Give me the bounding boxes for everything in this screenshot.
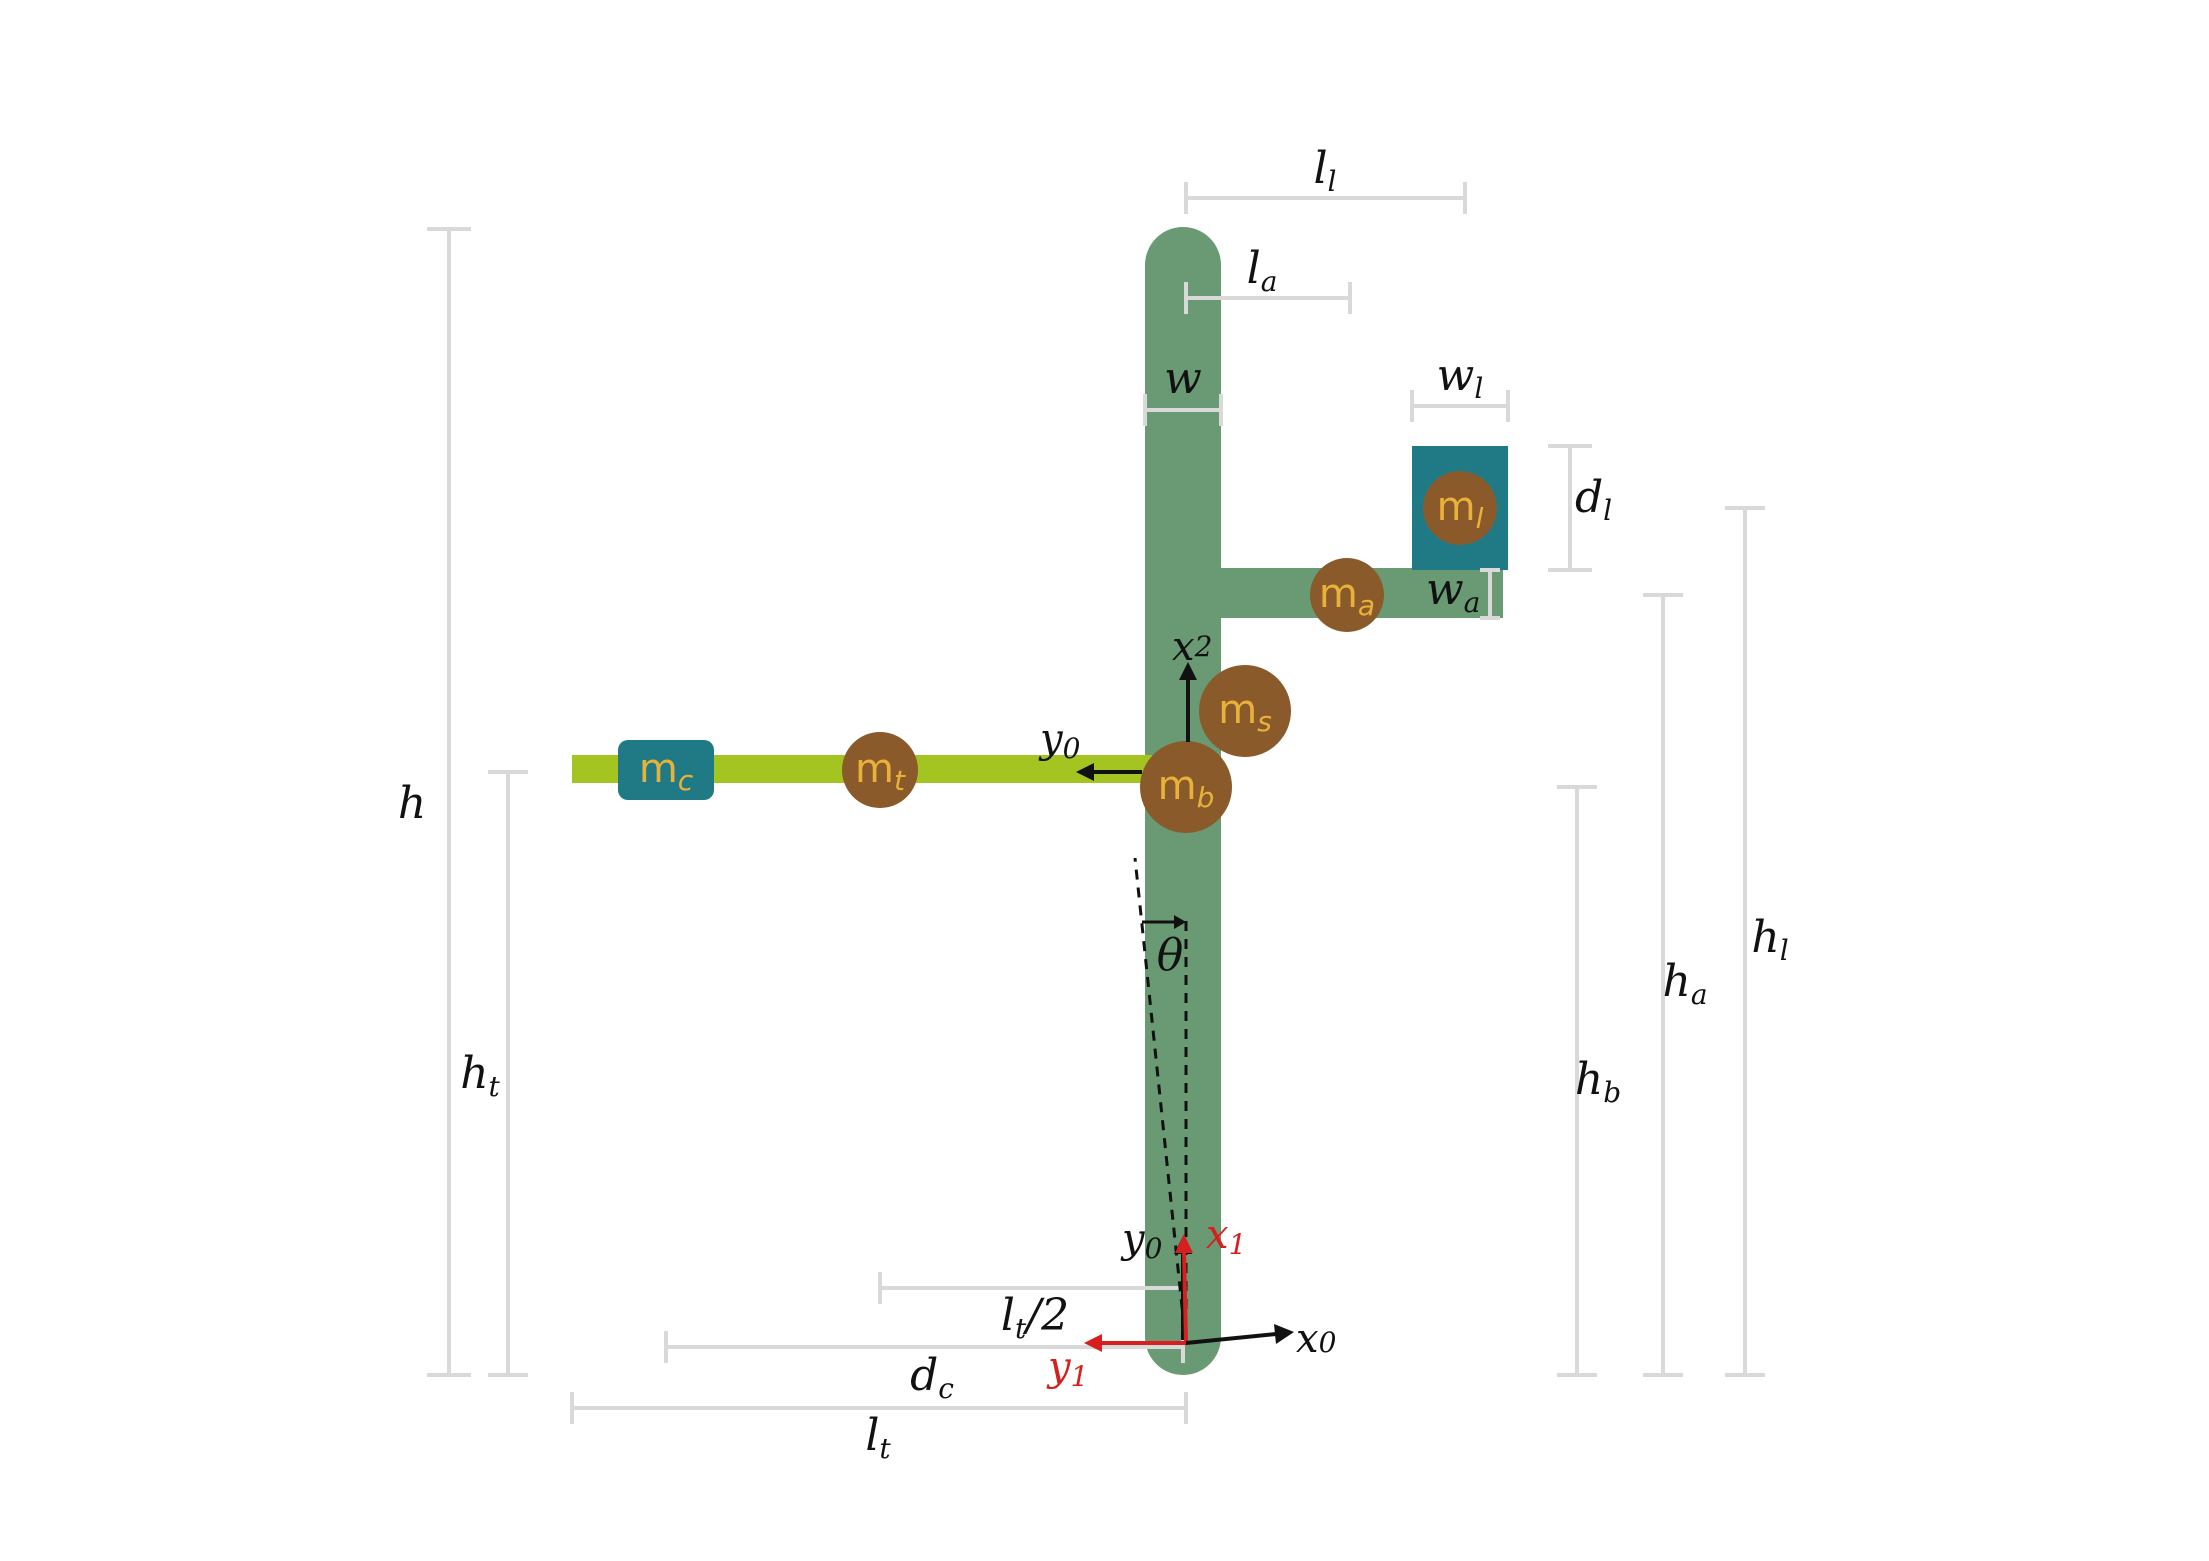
axis-x2: x2 bbox=[1172, 624, 1212, 742]
dim-d-l: dl bbox=[1548, 444, 1612, 572]
dim-l-a: la bbox=[1184, 243, 1352, 314]
svg-text:dl: dl bbox=[1575, 472, 1612, 527]
svg-text:hl: hl bbox=[1751, 912, 1788, 967]
axis-y0-top: y0 bbox=[1038, 716, 1142, 781]
mass-mc: mc bbox=[639, 746, 694, 797]
dim-h-t: ht bbox=[460, 770, 528, 1377]
svg-text:lt/2: lt/2 bbox=[1001, 1290, 1069, 1345]
dim-l-l: ll bbox=[1184, 143, 1467, 214]
svg-text:x0: x0 bbox=[1296, 1316, 1336, 1362]
svg-text:hb: hb bbox=[1575, 1054, 1621, 1109]
svg-text:mt: mt bbox=[855, 746, 906, 797]
dim-h: h bbox=[398, 227, 471, 1377]
svg-text:y0: y0 bbox=[1038, 716, 1080, 765]
svg-text:h: h bbox=[398, 778, 426, 829]
svg-text:wl: wl bbox=[1437, 350, 1484, 405]
mass-mt: mt bbox=[842, 732, 918, 808]
dim-lt-half: lt/2 bbox=[878, 1272, 1185, 1345]
svg-text:x1: x1 bbox=[1206, 1212, 1246, 1261]
svg-text:ms: ms bbox=[1218, 687, 1272, 738]
svg-text:mc: mc bbox=[639, 746, 694, 797]
svg-text:mb: mb bbox=[1158, 763, 1215, 814]
dim-w: w bbox=[1143, 353, 1223, 426]
svg-text:ht: ht bbox=[460, 1048, 500, 1103]
svg-text:ll: ll bbox=[1313, 143, 1336, 198]
svg-text:la: la bbox=[1247, 243, 1278, 298]
mass-ma: ma bbox=[1310, 558, 1384, 632]
axis-x1: x1 bbox=[1175, 1212, 1246, 1344]
svg-text:lt: lt bbox=[865, 1410, 891, 1465]
dim-d-c: dc bbox=[664, 1331, 1185, 1405]
dim-h-l: hl bbox=[1725, 506, 1789, 1377]
counterweight-box bbox=[618, 740, 714, 800]
dim-h-a: ha bbox=[1643, 593, 1708, 1377]
svg-text:y1: y1 bbox=[1046, 1344, 1088, 1393]
dim-h-b: hb bbox=[1557, 785, 1621, 1377]
svg-text:x2: x2 bbox=[1172, 624, 1212, 670]
dim-w-l: wl bbox=[1410, 350, 1510, 422]
svg-text:dc: dc bbox=[910, 1350, 954, 1405]
svg-text:w: w bbox=[1164, 353, 1202, 404]
svg-text:wa: wa bbox=[1426, 564, 1480, 619]
svg-text:ml: ml bbox=[1437, 484, 1484, 535]
svg-text:ha: ha bbox=[1662, 956, 1707, 1011]
mass-mb: mb bbox=[1140, 741, 1232, 833]
mass-ms: ms bbox=[1199, 665, 1291, 757]
svg-text:ma: ma bbox=[1319, 571, 1375, 622]
svg-text:y0: y0 bbox=[1120, 1216, 1162, 1265]
theta-angle: θ bbox=[1133, 857, 1188, 1346]
mass-ml: ml bbox=[1423, 471, 1497, 545]
theta-label: θ bbox=[1157, 930, 1184, 981]
axis-x0: x0 bbox=[1185, 1316, 1336, 1362]
dim-w-a: wa bbox=[1426, 564, 1500, 620]
dim-l-t: lt bbox=[570, 1392, 1188, 1465]
axis-y1: y1 bbox=[1046, 1334, 1186, 1393]
